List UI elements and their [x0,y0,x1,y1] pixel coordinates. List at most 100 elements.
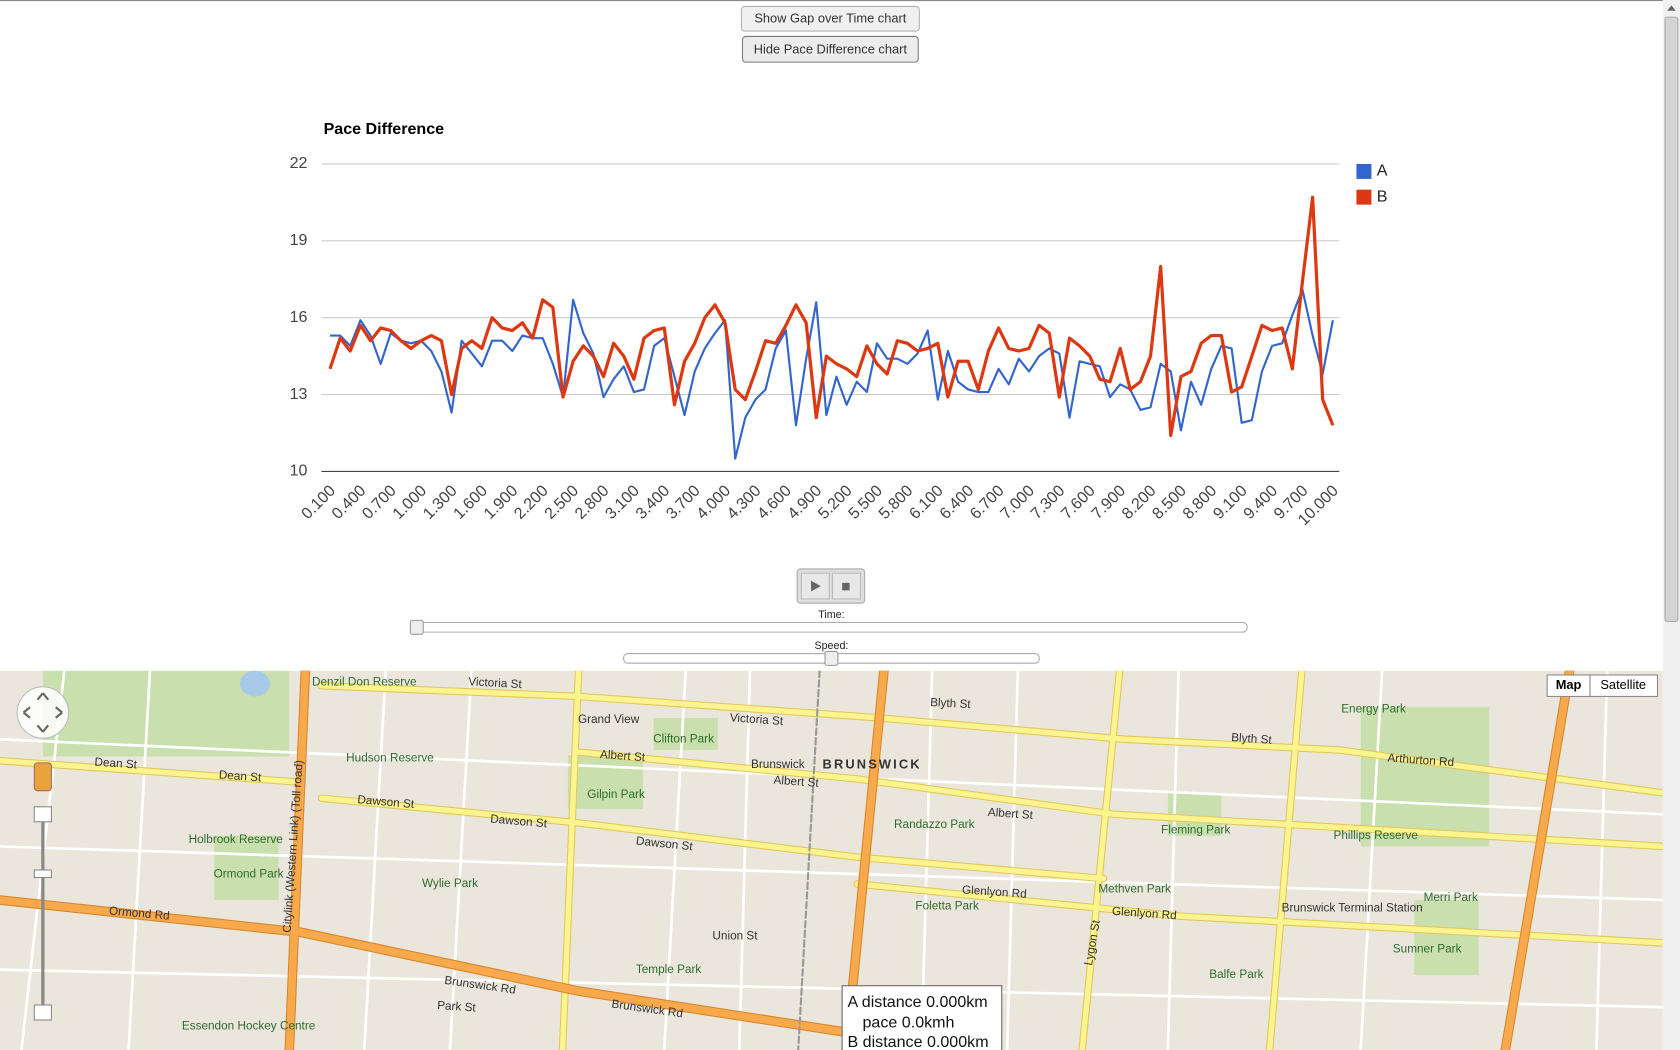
x-tick-label: 7.000 [997,482,1038,523]
map-tooltip: A distance 0.000km pace 0.0kmh B distanc… [841,985,1003,1050]
map-label: Sumner Park [1393,942,1462,955]
map-label: Denzil Don Reserve [312,676,417,689]
legend-swatch [1356,163,1372,179]
map-label: Victoria St [729,711,784,728]
x-tick-label: 4.600 [754,482,795,523]
map-type-satellite[interactable]: Satellite [1589,674,1659,697]
map-label: Clifton Park [653,732,714,745]
button-label: Hide Pace Difference chart [754,42,908,57]
map-label: Blyth St [1231,731,1273,747]
x-tick-label: 4.300 [723,482,764,523]
scrollbar[interactable] [1662,0,1680,1050]
stop-button[interactable] [831,572,861,600]
x-tick-label: 8.500 [1149,482,1190,523]
play-controls [796,568,866,604]
x-tick-label: 2.800 [571,482,612,523]
map-label: Hudson Reserve [346,752,434,765]
map-label: Ormond Rd [108,904,170,922]
map-label: Randazzo Park [894,818,975,831]
time-label: Time: [818,609,844,621]
x-tick-label: 5.200 [815,482,856,523]
map-type-map[interactable]: Map [1546,674,1591,697]
map-nav[interactable] [16,686,70,1021]
speed-handle[interactable] [824,650,839,666]
map-label: Energy Park [1341,702,1406,715]
y-tick-label: 13 [290,385,308,403]
chart: 10 13 16 19 22 0.1000.4000.7001.0001.3001.600… [290,154,1388,529]
tooltip-line: A distance 0.000km [848,993,988,1011]
map-label: Balfe Park [1209,968,1263,981]
time-handle[interactable] [409,619,424,635]
legend-label: B [1377,187,1388,205]
map-label: Dawson St [490,812,549,830]
series-line [330,288,1334,460]
button-label: Show Gap over Time chart [754,11,906,26]
map-label: Albert St [773,774,820,790]
map-label: Merri Park [1424,891,1478,904]
map-label: Glenlyon Rd [962,883,1027,900]
x-tick-label: 7.600 [1058,482,1099,523]
map-label: Dawson St [635,834,694,853]
y-tick-label: 10 [290,462,308,480]
map-label: Dean St [94,756,138,772]
map-label: Albert St [987,806,1034,822]
x-tick-label: 3.700 [663,482,704,523]
x-tick-label: 4.000 [693,482,734,523]
parks [42,670,1490,975]
x-tick-label: 9.400 [1240,482,1281,523]
map-label: Gilpin Park [587,788,645,801]
speed-label: Speed: [814,640,848,652]
map-label: Phillips Reserve [1334,829,1419,842]
y-tick-label: 16 [290,308,308,326]
x-tick-label: 2.500 [541,482,582,523]
y-tick-label: 19 [290,231,308,249]
map-label: Temple Park [636,963,702,976]
x-tick-label: 9.100 [1210,482,1251,523]
legend-label: A [1377,162,1388,180]
x-tick-label: 1.600 [450,482,491,523]
map-label: Glenlyon Rd [1112,905,1177,922]
map-label: Fleming Park [1161,823,1230,836]
map[interactable]: Victoria St Victoria St Blyth St Blyth St Al… [0,670,1663,1050]
x-tick-label: 6.400 [936,482,977,523]
x-tick-label: 1.300 [419,482,460,523]
x-tick-label: 3.400 [632,482,673,523]
map-label: Union St [712,930,758,943]
map-label: Grand View [578,713,640,726]
chart-title: Pace Difference [324,120,445,138]
x-tick-label: 8.800 [1179,482,1220,523]
map-label: Wylie Park [422,877,478,890]
show-gap-button[interactable]: Show Gap over Time chart [740,5,920,32]
map-label: Ormond Park [214,867,284,880]
map-label: BRUNSWICK [823,756,922,771]
y-tick-label: 22 [290,154,308,172]
x-tick-label: 1.000 [389,482,430,523]
x-tick-label: 8.200 [1118,482,1159,523]
x-tick-label: 7.300 [1027,482,1068,523]
x-tick-label: 1.900 [480,482,521,523]
map-label: Arthurton Rd [1387,752,1454,770]
x-tick-label: 0.700 [359,482,400,523]
play-button[interactable] [800,572,830,600]
map-label: Blyth St [930,696,972,711]
map-label: Foletta Park [915,900,979,913]
x-tick-label: 6.700 [966,482,1007,523]
x-tick-label: 0.400 [328,482,369,523]
map-label: Dean St [218,768,262,784]
x-tick-label: 0.100 [298,482,339,523]
hide-pace-button[interactable]: Hide Pace Difference chart [741,35,919,63]
time-slider[interactable] [415,621,1248,633]
map-label: Holbrook Reserve [189,833,284,846]
tooltip-line: B distance 0.000km [848,1033,989,1050]
map-label: Brunswick Terminal Station [1282,902,1423,915]
map-type-label: Map [1556,677,1582,692]
x-tick-label: 4.900 [784,482,825,523]
map-label: Dawson St [357,793,416,811]
map-label: Methven Park [1098,882,1171,895]
series-line [328,195,1335,438]
map-label: Brunswick [751,758,805,771]
map-label: Park St [437,999,477,1015]
x-tick-label: 2.200 [511,482,552,523]
x-tick-label: 7.900 [1088,482,1129,523]
